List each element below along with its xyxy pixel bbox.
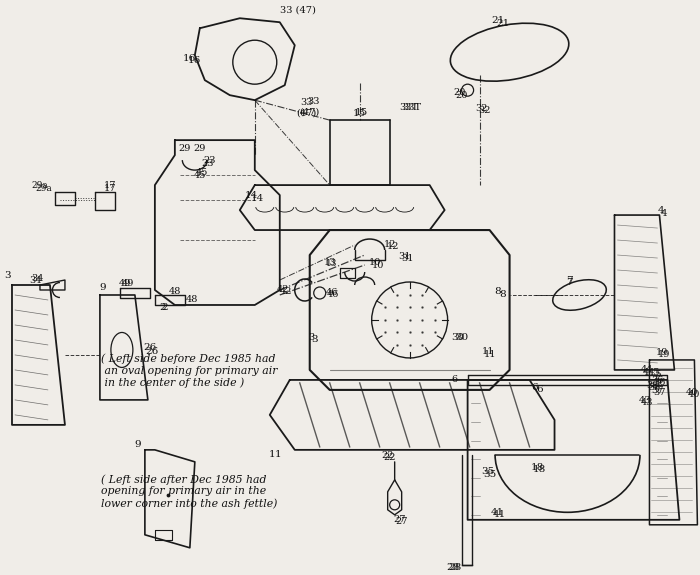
- Text: 41: 41: [493, 510, 506, 519]
- Text: 6: 6: [536, 385, 543, 394]
- Text: 48: 48: [186, 296, 198, 305]
- Text: 28: 28: [446, 564, 459, 572]
- Text: 6: 6: [452, 375, 458, 385]
- Text: 11: 11: [482, 347, 494, 356]
- Text: 40: 40: [686, 388, 699, 397]
- Text: ( Left side after Dec 1985 had
opening for primary air in the
lower corner into : ( Left side after Dec 1985 had opening f…: [102, 474, 278, 509]
- Text: 49: 49: [119, 278, 131, 288]
- Text: 4: 4: [658, 206, 665, 214]
- Text: 32: 32: [478, 106, 491, 114]
- Text: 37: 37: [653, 388, 666, 397]
- Text: 8: 8: [499, 290, 506, 300]
- Text: 3: 3: [5, 270, 11, 279]
- Text: 15: 15: [355, 108, 368, 117]
- Text: 34: 34: [32, 274, 44, 282]
- Text: 5: 5: [652, 369, 659, 377]
- Text: 8: 8: [494, 288, 501, 297]
- Text: 3: 3: [309, 334, 315, 343]
- Text: 23: 23: [202, 159, 214, 167]
- Text: 5: 5: [654, 370, 661, 380]
- Text: 33 (47): 33 (47): [280, 6, 316, 15]
- Text: 29: 29: [194, 144, 206, 152]
- Text: 22: 22: [382, 451, 394, 461]
- Text: 43: 43: [639, 396, 652, 405]
- Text: 14: 14: [251, 194, 265, 202]
- Text: 17: 17: [104, 183, 116, 193]
- Text: 21: 21: [496, 19, 509, 28]
- Text: 43: 43: [641, 398, 654, 408]
- Text: 10: 10: [368, 258, 381, 267]
- Text: 44: 44: [643, 369, 656, 377]
- Text: 6: 6: [531, 384, 538, 392]
- Text: 41: 41: [491, 508, 504, 518]
- Text: 33
(47): 33 (47): [300, 97, 320, 117]
- Text: 33T: 33T: [400, 103, 419, 112]
- Text: 30: 30: [455, 334, 468, 343]
- Text: 10: 10: [372, 260, 384, 270]
- Text: 11: 11: [483, 350, 496, 359]
- Text: 13: 13: [326, 259, 337, 267]
- Text: 14: 14: [245, 190, 258, 200]
- Text: 30: 30: [451, 334, 464, 343]
- Text: 31: 31: [398, 251, 411, 260]
- Text: 42: 42: [279, 288, 292, 297]
- Text: 21: 21: [491, 16, 504, 25]
- Text: 16: 16: [188, 56, 202, 65]
- Text: 17: 17: [104, 181, 116, 190]
- Text: 1: 1: [269, 450, 275, 459]
- Text: 49: 49: [122, 278, 134, 288]
- Text: 1: 1: [274, 450, 281, 459]
- Text: 32: 32: [475, 104, 488, 113]
- Text: 15: 15: [353, 109, 366, 118]
- Text: 29a: 29a: [32, 181, 48, 190]
- Text: ( Left side before Dec 1985 had
 an oval opening for primary air
 in the center : ( Left side before Dec 1985 had an oval …: [102, 354, 278, 388]
- Text: 2: 2: [160, 304, 166, 312]
- Text: 26: 26: [145, 347, 158, 356]
- Text: 18: 18: [533, 465, 546, 474]
- Text: 37: 37: [651, 386, 664, 396]
- Text: 36: 36: [651, 377, 664, 385]
- Text: 31: 31: [401, 254, 414, 263]
- Text: 13: 13: [323, 258, 336, 267]
- Text: 22: 22: [384, 453, 396, 462]
- Text: 19: 19: [657, 348, 668, 358]
- Text: 26: 26: [144, 343, 157, 352]
- Text: 9: 9: [99, 283, 106, 293]
- Text: 16: 16: [183, 53, 197, 63]
- Text: 38: 38: [646, 381, 659, 390]
- Text: 33T: 33T: [402, 103, 421, 112]
- Text: 19: 19: [658, 350, 671, 359]
- Text: 18: 18: [531, 463, 544, 472]
- Text: 29a: 29a: [35, 183, 52, 193]
- Text: 40: 40: [688, 390, 700, 400]
- Text: 7: 7: [566, 278, 573, 286]
- Text: 35: 35: [481, 467, 494, 476]
- Text: 4: 4: [661, 209, 668, 217]
- Text: 33
(47): 33 (47): [297, 98, 317, 118]
- Text: 46: 46: [326, 289, 338, 297]
- Text: 20: 20: [454, 87, 466, 97]
- Text: 38: 38: [648, 384, 661, 392]
- Text: 35: 35: [483, 470, 496, 480]
- Text: 27: 27: [395, 518, 408, 526]
- Text: 12: 12: [384, 240, 396, 248]
- Text: 45: 45: [194, 171, 206, 179]
- Text: 3: 3: [312, 335, 318, 344]
- Text: 7: 7: [566, 275, 573, 285]
- Text: 42: 42: [276, 286, 289, 294]
- Text: 9: 9: [134, 440, 141, 450]
- Text: 20: 20: [456, 91, 468, 99]
- Text: 45: 45: [195, 167, 208, 177]
- Text: 12: 12: [386, 242, 399, 251]
- Text: 44: 44: [641, 366, 654, 374]
- Text: 34: 34: [29, 275, 42, 285]
- Text: 2: 2: [162, 304, 168, 312]
- Text: 23: 23: [204, 156, 216, 164]
- Text: 48: 48: [169, 288, 181, 297]
- Text: 46: 46: [326, 290, 339, 300]
- Text: 36: 36: [653, 378, 666, 388]
- Text: 27: 27: [393, 515, 406, 524]
- Text: 28: 28: [448, 564, 461, 572]
- Text: 29: 29: [178, 144, 191, 152]
